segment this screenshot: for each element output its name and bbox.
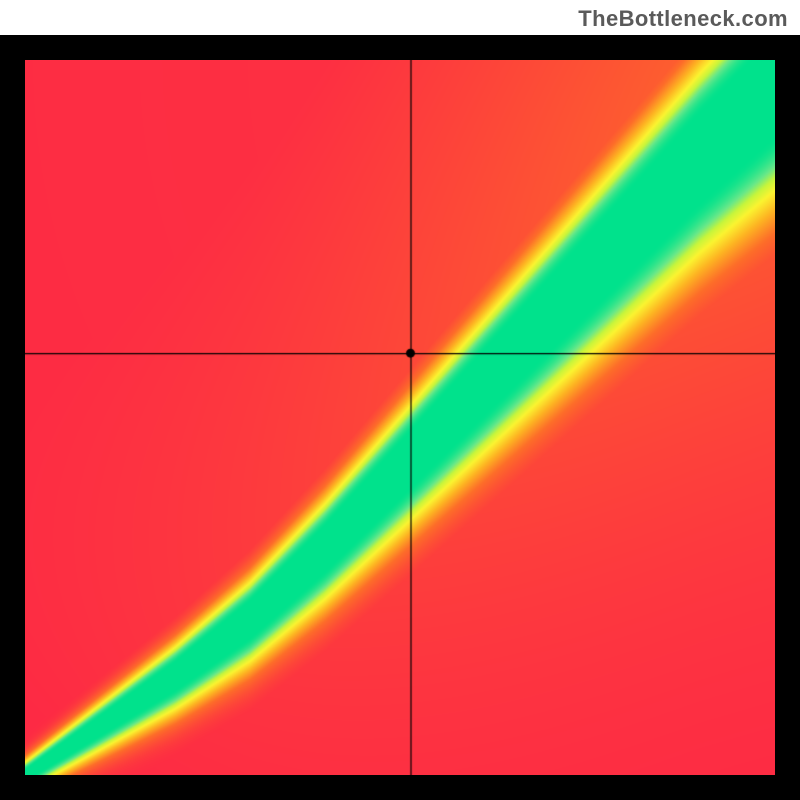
frame-right — [775, 35, 800, 800]
chart-container: TheBottleneck.com — [0, 0, 800, 800]
crosshair-overlay — [25, 60, 775, 775]
frame-bottom — [0, 775, 800, 800]
watermark-text: TheBottleneck.com — [578, 6, 788, 32]
frame-top — [0, 35, 800, 60]
frame-left — [0, 35, 25, 800]
